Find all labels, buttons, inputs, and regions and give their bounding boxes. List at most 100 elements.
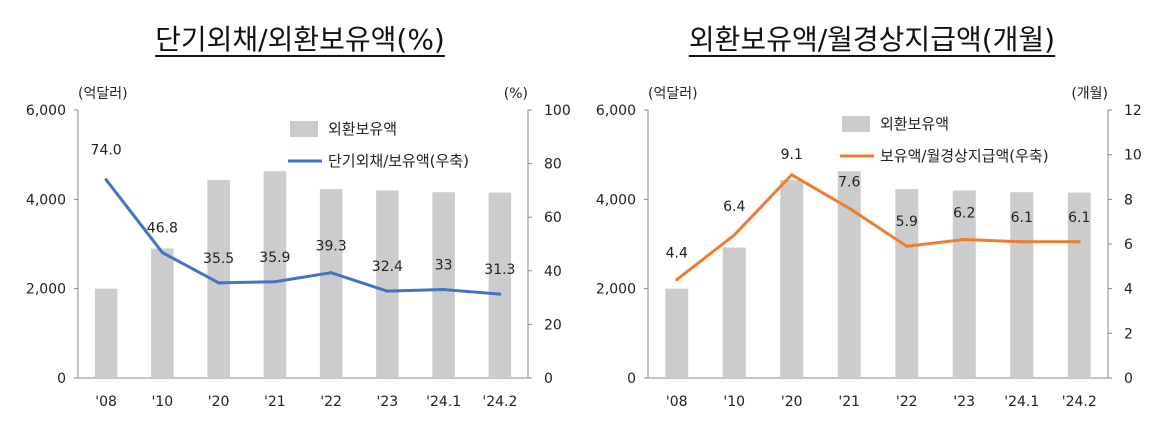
c2-category-label: '23 [953, 394, 975, 410]
c1-left-tick-label: 4,000 [26, 192, 66, 208]
c1-line-point-4 [329, 271, 333, 275]
c1-category-label: '21 [264, 394, 286, 410]
chart-title-reserve-months: 외환보유액/월경상지급액(개월) [688, 23, 1056, 56]
c1-right-tick-label: 0 [544, 371, 553, 387]
c1-line-point-5 [385, 289, 389, 293]
c1-category-label: '23 [377, 394, 399, 410]
c1-bar-1 [151, 248, 174, 378]
c2-left-tick-label: 6,000 [596, 103, 636, 119]
c2-category-label: '21 [838, 394, 860, 410]
c1-data-label: 31.3 [484, 262, 515, 278]
c1-data-label: 33 [435, 258, 453, 274]
c1-line-point-0 [104, 178, 108, 182]
c1-right-tick-label: 20 [544, 317, 562, 333]
c2-line-point-6 [1020, 240, 1024, 244]
c2-bar-2 [780, 180, 804, 378]
c1-bar-3 [263, 171, 287, 378]
c1-line-point-1 [160, 251, 164, 255]
c2-data-label: 4.4 [666, 246, 688, 262]
c2-line-point-4 [905, 244, 909, 248]
c1-legend-bar-label: 외환보유액 [328, 120, 397, 138]
c2-left-tick-label: 2,000 [596, 282, 636, 298]
c2-legend-bar-swatch [842, 116, 870, 132]
c1-data-label: 74.0 [91, 143, 122, 159]
c2-line-point-1 [732, 233, 736, 237]
c1-left-axis-unit: (억달러) [78, 86, 128, 102]
c1-data-label: 32.4 [372, 259, 403, 275]
c2-left-tick-label: 0 [627, 371, 636, 387]
c2-category-label: '08 [666, 394, 688, 410]
c2-category-label: '24.2 [1062, 394, 1097, 410]
chart-title-short-term-debt: 단기외채/외환보유액(%) [155, 23, 445, 56]
c2-right-tick-label: 0 [1124, 371, 1133, 387]
c2-category-label: '20 [781, 394, 803, 410]
c1-data-label: 46.8 [147, 221, 178, 237]
c2-category-label: '22 [896, 394, 918, 410]
c1-bar-0 [94, 288, 118, 378]
c1-category-label: '24.2 [482, 394, 517, 410]
c2-right-tick-label: 8 [1124, 192, 1133, 208]
c2-bar-5 [952, 190, 976, 378]
c1-category-label: '24.1 [426, 394, 461, 410]
c1-line-point-2 [217, 281, 221, 285]
c1-line-series [104, 178, 500, 296]
c2-bar-0 [665, 288, 689, 378]
c1-right-tick-label: 80 [544, 157, 562, 173]
c1-category-label: '20 [208, 394, 230, 410]
c1-category-label: '10 [152, 394, 174, 410]
c2-line-point-7 [1077, 240, 1081, 244]
c2-right-tick-label: 2 [1124, 326, 1133, 342]
c1-bar-4 [319, 189, 343, 378]
c2-left-tick-label: 4,000 [596, 192, 636, 208]
c1-line-point-3 [273, 280, 277, 284]
c2-line-point-2 [790, 173, 794, 177]
c2-legend-bar-label: 외환보유액 [880, 115, 949, 133]
c2-line-point-5 [962, 238, 966, 242]
c2-data-label: 7.6 [838, 174, 860, 190]
c2-data-label: 9.1 [781, 147, 803, 163]
c1-bar-6 [432, 192, 455, 378]
c2-legend-line-label: 보유액/월경상지급액(우축) [880, 147, 1049, 165]
c2-right-tick-label: 10 [1124, 148, 1142, 164]
c1-left-tick-label: 0 [57, 371, 66, 387]
c1-data-label: 35.9 [259, 250, 290, 266]
c1-legend-bar-swatch [290, 121, 318, 137]
c2-bar-7 [1067, 192, 1091, 378]
c1-left-tick-label: 6,000 [26, 103, 66, 119]
c1-bar-7 [488, 192, 512, 378]
c2-right-axis-unit: (개월) [1071, 86, 1108, 102]
c1-right-tick-label: 40 [544, 264, 562, 280]
c2-category-label: '24.1 [1004, 394, 1039, 410]
c1-legend-line-label: 단기외채/보유액(우축) [328, 152, 469, 170]
c1-data-label: 39.3 [316, 239, 347, 255]
c1-bar-2 [207, 180, 230, 378]
c1-right-axis-unit: (%) [504, 86, 528, 102]
c2-line-point-0 [675, 278, 679, 282]
c2-right-tick-label: 12 [1124, 103, 1142, 119]
c2-category-label: '10 [723, 394, 745, 410]
c2-data-label: 6.2 [953, 206, 975, 222]
c1-category-label: '22 [320, 394, 342, 410]
c2-data-label: 6.1 [1011, 210, 1033, 226]
c1-data-label: 35.5 [203, 251, 234, 267]
c2-data-label: 6.1 [1068, 210, 1090, 226]
c1-category-label: '08 [95, 394, 117, 410]
c1-right-tick-label: 60 [544, 210, 562, 226]
c2-line-point-3 [847, 206, 851, 210]
c2-left-axis-unit: (억달러) [648, 86, 698, 102]
c2-data-label: 5.9 [896, 214, 918, 230]
c2-right-tick-label: 4 [1124, 282, 1133, 298]
c1-line-point-7 [498, 292, 502, 296]
c1-bar-5 [376, 190, 399, 378]
c1-left-tick-label: 2,000 [26, 282, 66, 298]
c2-line-series [675, 173, 1080, 281]
c1-right-tick-label: 100 [544, 103, 571, 119]
c2-bar-1 [722, 247, 746, 378]
c2-bar-4 [895, 189, 919, 378]
c2-data-label: 6.4 [723, 199, 745, 215]
c2-bar-6 [1010, 192, 1034, 378]
c1-line-point-6 [442, 288, 446, 292]
c2-bar-3 [837, 171, 861, 378]
